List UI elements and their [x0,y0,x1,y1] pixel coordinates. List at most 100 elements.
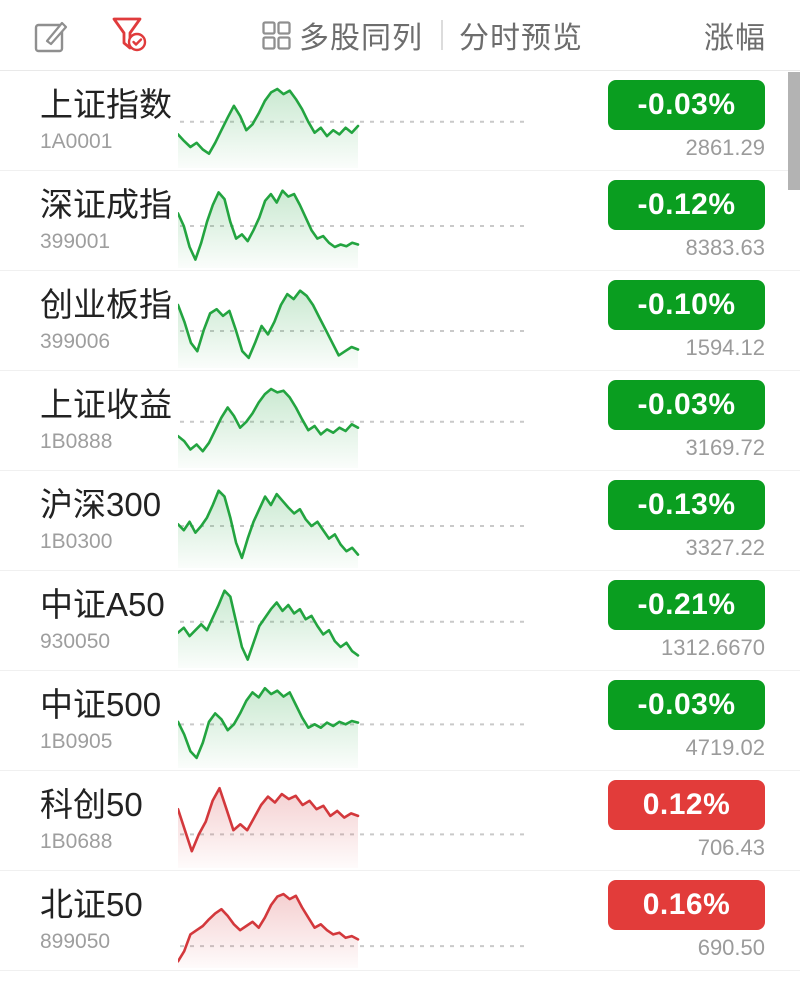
index-code: 1A0001 [40,130,113,153]
change-percent-badge[interactable]: -0.10% [608,280,765,330]
index-quote: -0.21% 1312.6670 [530,580,800,661]
index-info: 中证A50 930050 [0,587,178,654]
index-row[interactable]: 深证成指 399001 -0.12% 8383.63 [0,171,800,271]
toolbar-divider [441,20,443,50]
index-value: 690.50 [697,935,765,960]
sparkline-line [178,588,360,661]
index-name: 科创50 [40,786,143,823]
grid-icon [262,20,291,50]
index-row[interactable]: 北证50 899050 0.16% 690.50 [0,871,800,971]
index-sparkline-chart [178,484,530,568]
change-percent-badge[interactable]: -0.03% [608,680,765,730]
sort-by-change-button[interactable]: 涨幅 [704,13,766,57]
change-percent-badge[interactable]: 0.16% [608,880,765,930]
change-percent-badge[interactable]: -0.21% [608,580,765,630]
index-row[interactable]: 上证收益 1B0888 -0.03% 3169.72 [0,371,800,471]
change-percent-badge[interactable]: -0.12% [608,180,765,230]
index-code: 1B0300 [40,530,113,553]
sparkline-line [178,188,360,261]
change-percent-badge[interactable]: -0.03% [608,380,765,430]
index-sparkline-chart [178,684,530,768]
index-value: 706.43 [697,835,765,860]
index-row[interactable]: 中证A50 930050 -0.21% 1312.6670 [0,571,800,671]
index-value: 3169.72 [685,435,765,460]
sparkline-line [178,87,360,155]
sparkline-fill [178,388,358,468]
sparkline-line [178,686,360,759]
index-quote: -0.13% 3327.22 [530,480,800,561]
sparkline-svg [178,188,528,268]
index-quote: -0.03% 3169.72 [530,380,800,461]
index-name: 创业板指 [40,286,172,323]
index-sparkline-chart [178,184,530,268]
sparkline-svg [178,488,528,568]
sparkline-svg [178,87,528,168]
sparkline-svg [178,288,528,368]
index-value: 2861.29 [685,135,765,160]
sparkline-svg [178,686,528,768]
index-code: 1B0888 [40,430,113,453]
index-info: 上证指数 1A0001 [0,87,178,154]
index-code: 930050 [40,630,111,653]
index-quote: -0.03% 2861.29 [530,80,800,161]
sparkline-line [178,288,360,359]
sparkline-line [178,892,360,963]
scrollbar-thumb[interactable] [788,72,800,190]
index-info: 科创50 1B0688 [0,787,178,854]
index-sparkline-chart [178,584,530,668]
sparkline-fill [178,490,358,568]
index-sparkline-chart [178,784,530,868]
sparkline-line [178,387,360,452]
index-name: 中证A50 [40,586,165,623]
index-value: 1594.12 [685,335,765,360]
sparkline-fill [178,190,358,268]
index-row[interactable]: 中证500 1B0905 -0.03% 4719.02 [0,671,800,771]
multi-stock-button[interactable]: 多股同列 [262,13,423,57]
index-value: 1312.6670 [661,635,765,660]
index-value: 3327.22 [685,535,765,560]
index-row[interactable]: 科创50 1B0688 0.12% 706.43 [0,771,800,871]
index-sparkline-chart [178,384,530,468]
sparkline-fill [178,88,358,168]
index-quote: -0.12% 8383.63 [530,180,800,261]
sparkline-fill [178,590,358,668]
change-percent-badge[interactable]: 0.12% [608,780,765,830]
change-percent-badge[interactable]: -0.13% [608,480,765,530]
index-row[interactable]: 上证指数 1A0001 -0.03% 2861.29 [0,71,800,171]
index-name: 深证成指 [40,186,172,223]
sparkline-line [178,786,360,852]
index-row[interactable]: 沪深300 1B0300 -0.13% 3327.22 [0,471,800,571]
timeshare-preview-button[interactable]: 分时预览 [459,13,583,57]
index-sparkline-chart [178,84,530,168]
toolbar: 多股同列 分时预览 涨幅 [0,0,800,71]
edit-icon [34,21,68,53]
index-code: 399006 [40,330,111,353]
index-code: 1B0688 [40,830,113,853]
index-name: 沪深300 [40,486,162,523]
index-value: 4719.02 [685,735,765,760]
index-code: 899050 [40,930,111,953]
index-name: 上证收益 [40,386,172,423]
index-info: 深证成指 399001 [0,187,178,254]
sparkline-fill [178,687,358,768]
edit-list-button[interactable] [34,17,68,53]
index-sparkline-chart [178,884,530,968]
sparkline-fill [178,893,358,968]
sparkline-fill [178,787,358,868]
index-list: 上证指数 1A0001 -0.03% 2861.29 深证成指 399001 -… [0,71,800,971]
timeshare-preview-label: 分时预览 [459,22,583,55]
index-info: 创业板指 399006 [0,287,178,354]
sparkline-svg [178,786,528,868]
index-code: 1B0905 [40,730,113,753]
index-info: 中证500 1B0905 [0,687,178,754]
index-quote: -0.03% 4719.02 [530,680,800,761]
filter-button[interactable] [110,15,150,55]
index-row[interactable]: 创业板指 399006 -0.10% 1594.12 [0,271,800,371]
index-sparkline-chart [178,284,530,368]
index-info: 沪深300 1B0300 [0,487,178,554]
change-percent-badge[interactable]: -0.03% [608,80,765,130]
index-value: 8383.63 [685,235,765,260]
sparkline-fill [178,290,358,368]
sparkline-svg [178,588,528,668]
filter-funnel-icon [112,17,147,52]
